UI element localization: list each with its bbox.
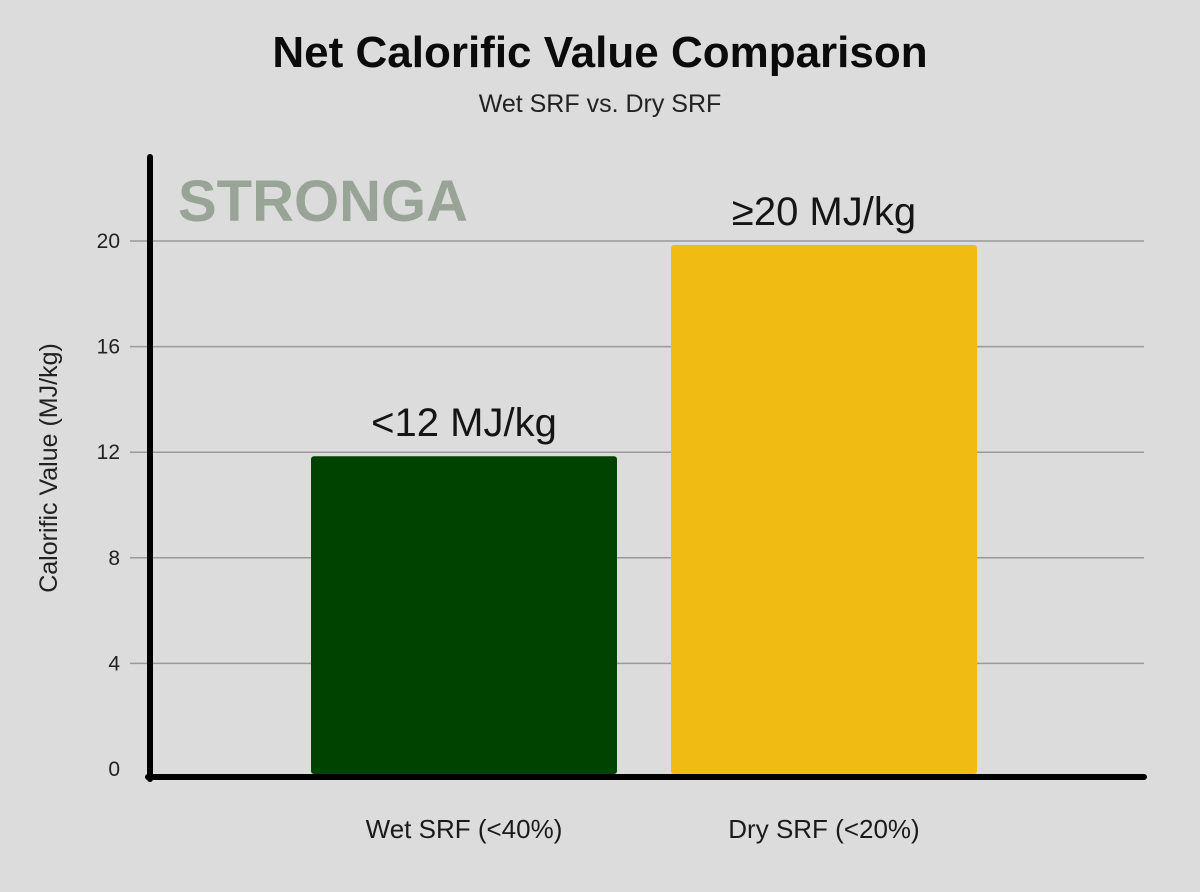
bar-value-label: <12 MJ/kg: [371, 401, 557, 445]
bar: [311, 456, 617, 774]
grid-lines: [130, 240, 1144, 665]
y-axis-title: Calorific Value (MJ/kg): [35, 343, 63, 593]
y-tick-labels: 0 4 8 12 16 20: [97, 230, 121, 781]
y-tick-label: 20: [97, 230, 120, 253]
y-tick-label: 8: [108, 547, 120, 570]
bar-value-label: ≥20 MJ/kg: [732, 190, 916, 234]
chart-subtitle: Wet SRF vs. Dry SRF: [478, 90, 722, 118]
x-category-label: Wet SRF (<40%): [366, 814, 563, 844]
y-tick-label: 0: [108, 758, 120, 781]
y-tick-label: 16: [97, 336, 120, 359]
bar: [671, 245, 977, 774]
data-labels: <12 MJ/kg ≥20 MJ/kg: [371, 190, 916, 445]
watermark-logo: STRONGA: [178, 169, 468, 234]
y-tick-label: 12: [97, 441, 120, 464]
category-labels: Wet SRF (<40%) Dry SRF (<20%): [366, 814, 920, 844]
x-category-label: Dry SRF (<20%): [728, 814, 919, 844]
y-tick-label: 4: [108, 652, 120, 675]
bars: [311, 245, 977, 774]
chart-title: Net Calorific Value Comparison: [272, 28, 928, 77]
